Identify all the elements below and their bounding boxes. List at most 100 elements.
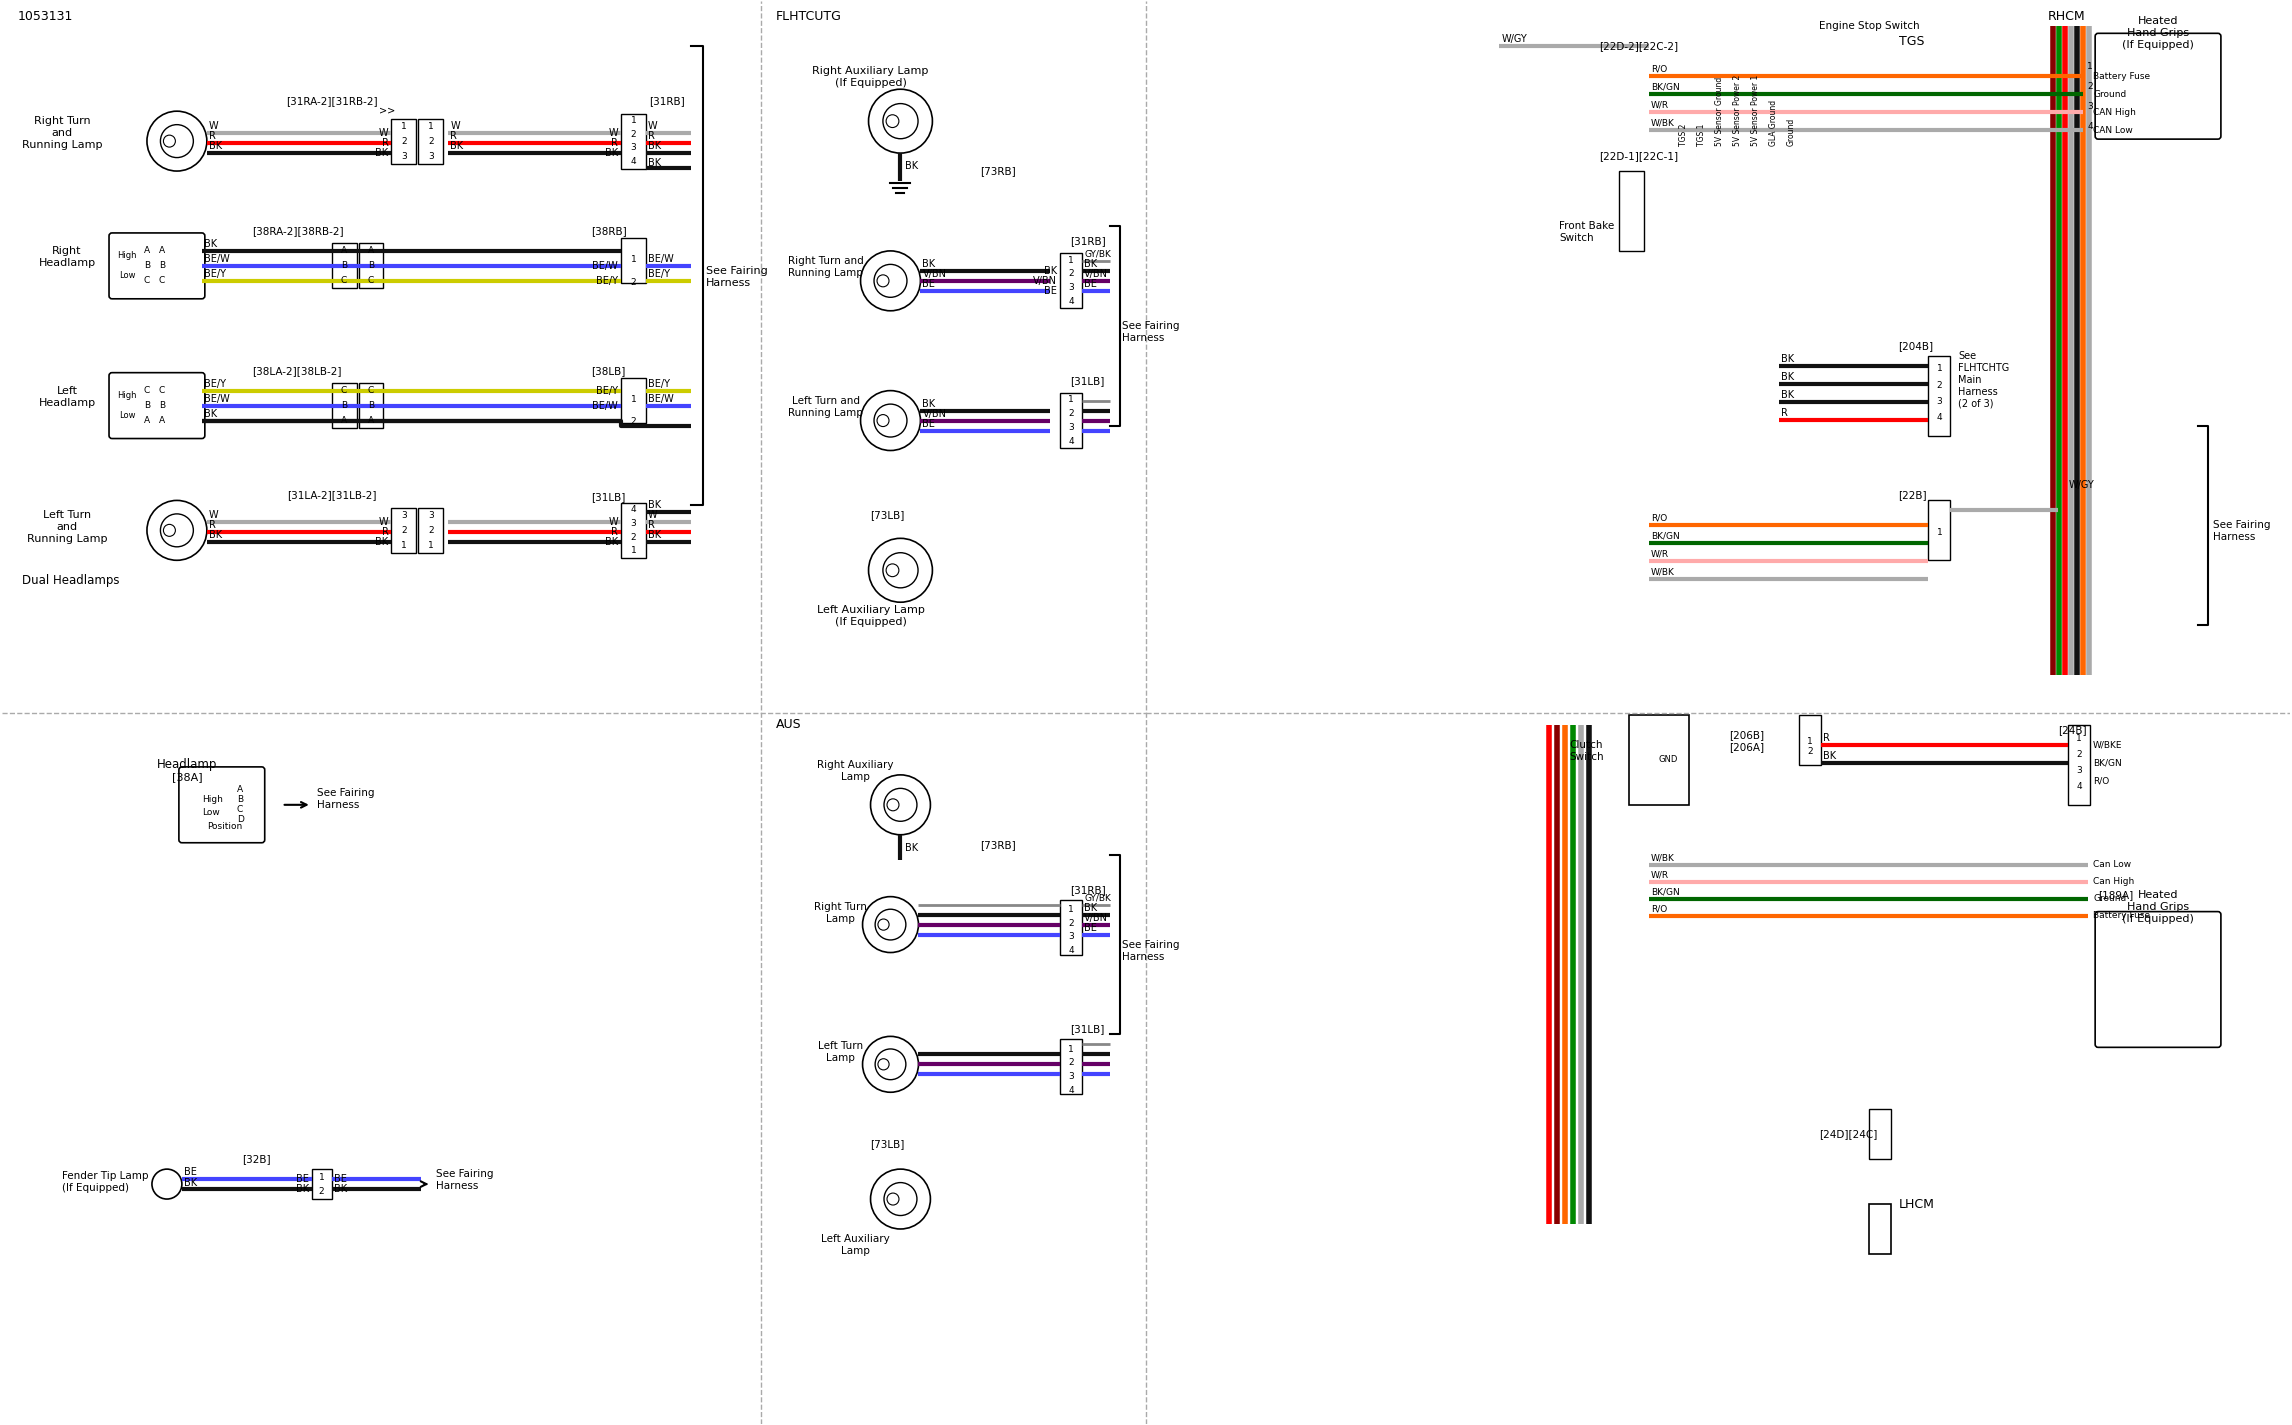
Bar (332, 383, 358, 428)
Text: BE/W: BE/W (649, 393, 674, 403)
Text: BK: BK (1084, 902, 1098, 912)
Text: 5V Sensor Power 2: 5V Sensor Power 2 (1733, 76, 1742, 147)
Text: >>: >> (380, 105, 397, 115)
Text: 4: 4 (630, 506, 637, 514)
Text: [38A]: [38A] (172, 772, 202, 782)
Text: 2: 2 (630, 130, 637, 138)
Text: Harness: Harness (1957, 386, 1999, 396)
Text: [24D][24C]: [24D][24C] (1818, 1129, 1877, 1139)
Text: [204B]: [204B] (1898, 341, 1934, 351)
Text: Can High: Can High (2093, 878, 2134, 886)
Text: BE: BE (296, 1174, 309, 1184)
Text: BK: BK (605, 537, 619, 547)
Text: 2: 2 (630, 533, 637, 542)
Text: Harness: Harness (706, 278, 752, 288)
Text: BE/W: BE/W (204, 393, 229, 403)
Text: See: See (1957, 351, 1976, 361)
Text: W: W (378, 517, 387, 527)
Text: 2: 2 (1068, 409, 1075, 418)
Text: Hand Grips: Hand Grips (2127, 28, 2189, 38)
Text: See Fairing: See Fairing (706, 266, 768, 276)
Text: BE: BE (1084, 279, 1098, 289)
Bar (332, 244, 358, 288)
Text: Harness: Harness (1123, 332, 1164, 343)
Text: High: High (117, 390, 138, 400)
Text: R: R (449, 131, 456, 141)
Text: BE/W: BE/W (591, 400, 619, 410)
Text: BK/GN: BK/GN (2093, 758, 2122, 768)
Text: Ground: Ground (2093, 90, 2127, 98)
Text: W/GY: W/GY (1501, 34, 1526, 44)
Text: BK: BK (649, 530, 660, 540)
Text: 2: 2 (319, 1187, 325, 1196)
Text: W/R: W/R (1650, 871, 1669, 879)
Text: Switch: Switch (1559, 232, 1593, 242)
Text: V/BN: V/BN (1034, 276, 1057, 286)
Text: Switch: Switch (1570, 752, 1604, 762)
Text: AUS: AUS (775, 718, 802, 731)
Text: Dual Headlamps: Dual Headlamps (23, 574, 119, 587)
Text: See Fairing: See Fairing (435, 1168, 493, 1178)
Text: R/O: R/O (1650, 64, 1666, 74)
Text: BE/W: BE/W (204, 254, 229, 264)
Text: R: R (649, 520, 656, 530)
Text: Running Lamp: Running Lamp (28, 534, 108, 544)
Text: Engine Stop Switch: Engine Stop Switch (1818, 21, 1918, 31)
Text: BK/GN: BK/GN (1650, 888, 1680, 896)
Text: 1: 1 (429, 121, 433, 131)
Text: W: W (449, 121, 461, 131)
Text: BE/Y: BE/Y (649, 379, 669, 389)
Text: W: W (649, 121, 658, 131)
Text: 3: 3 (1068, 932, 1075, 942)
Text: Clutch: Clutch (1570, 740, 1602, 750)
Text: BK: BK (376, 537, 387, 547)
Text: 2: 2 (401, 526, 406, 534)
Text: W/R: W/R (1650, 550, 1669, 559)
Text: BK: BK (209, 141, 222, 151)
Text: [38LA-2][38LB-2]: [38LA-2][38LB-2] (252, 366, 342, 376)
Text: C: C (342, 276, 346, 285)
Text: Right Auxiliary: Right Auxiliary (818, 760, 894, 770)
Text: R: R (612, 527, 619, 537)
Text: 3: 3 (630, 519, 637, 529)
Text: BK: BK (376, 148, 387, 158)
Text: 4: 4 (1068, 1086, 1075, 1094)
Text: Low: Low (202, 808, 220, 818)
Text: BK: BK (921, 399, 935, 409)
Text: A: A (236, 785, 243, 794)
Text: BK: BK (1084, 259, 1098, 269)
Text: C: C (369, 276, 374, 285)
Text: 2: 2 (1068, 1059, 1075, 1067)
Text: 3: 3 (2077, 767, 2081, 775)
Text: [189A]: [189A] (2097, 889, 2134, 899)
Text: V/BN: V/BN (921, 269, 947, 279)
Text: [38RA-2][38RB-2]: [38RA-2][38RB-2] (252, 227, 344, 237)
Text: A: A (342, 416, 346, 425)
Text: BK: BK (204, 409, 218, 419)
Text: [31LA-2][31LB-2]: [31LA-2][31LB-2] (286, 490, 376, 500)
Text: C: C (158, 386, 165, 395)
Text: D: D (236, 815, 243, 824)
Bar (621, 114, 646, 168)
Text: 2: 2 (401, 137, 406, 145)
Text: High: High (202, 795, 222, 804)
Text: [73LB]: [73LB] (871, 1139, 905, 1149)
Bar (621, 503, 646, 557)
Text: 3: 3 (2088, 101, 2093, 111)
Text: 2: 2 (429, 526, 433, 534)
Text: 3: 3 (1937, 396, 1941, 406)
Text: W: W (649, 510, 658, 520)
Bar (1928, 356, 1950, 436)
Text: 2: 2 (2077, 750, 2081, 758)
Text: [24B]: [24B] (2058, 725, 2086, 735)
Text: Heated: Heated (2138, 16, 2177, 26)
Text: BK: BK (605, 148, 619, 158)
Bar (1630, 715, 1689, 805)
Text: Fender Tip Lamp: Fender Tip Lamp (62, 1171, 149, 1181)
Bar (1061, 1039, 1082, 1094)
Text: (If Equipped): (If Equipped) (62, 1183, 128, 1193)
Bar (358, 244, 383, 288)
Text: (If Equipped): (If Equipped) (2122, 913, 2193, 923)
Text: BK: BK (905, 842, 919, 852)
Text: R/O: R/O (1650, 514, 1666, 523)
